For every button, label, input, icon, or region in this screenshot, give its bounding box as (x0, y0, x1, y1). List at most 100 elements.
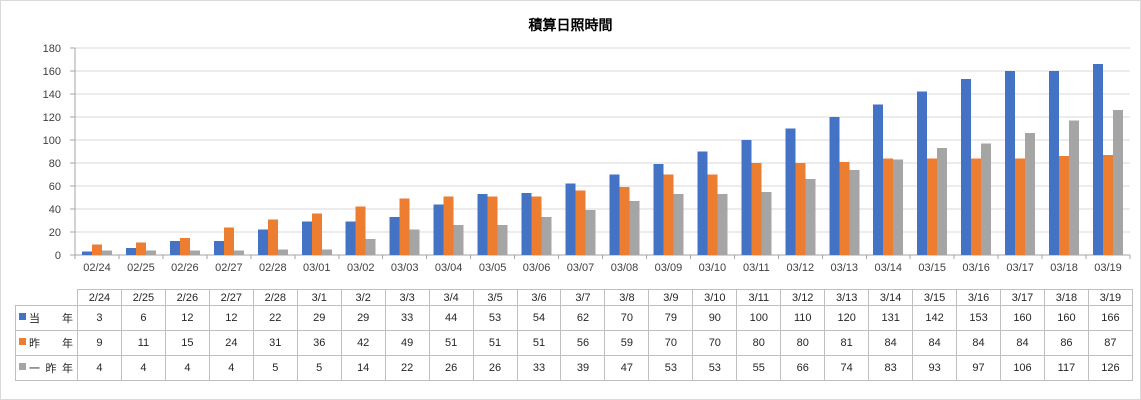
column-header: 3/16 (956, 289, 1002, 306)
table-cell: 83 (868, 355, 914, 381)
table-cell: 126 (1087, 355, 1133, 381)
table-cell: 86 (1043, 330, 1089, 356)
table-cell: 33 (516, 355, 562, 381)
table-cell: 31 (252, 330, 298, 356)
x-axis-tick-label: 03/18 (1050, 262, 1078, 274)
bar (673, 194, 684, 255)
table-cell: 55 (736, 355, 782, 381)
bar (565, 183, 576, 255)
column-header: 3/3 (384, 289, 430, 306)
table-cell: 142 (912, 305, 958, 331)
bar (1025, 133, 1036, 255)
bar (365, 238, 376, 255)
bar (409, 229, 420, 255)
x-axis-tick-label: 03/15 (918, 262, 946, 274)
column-header: 3/1 (296, 289, 342, 306)
bar (301, 221, 312, 255)
table-cell: 4 (120, 355, 166, 381)
table-cell: 15 (164, 330, 210, 356)
table-cell: 117 (1043, 355, 1089, 381)
table-cell: 74 (824, 355, 870, 381)
table-cell: 26 (428, 355, 474, 381)
column-header: 3/14 (868, 289, 914, 306)
x-axis-tick-label: 03/11 (743, 262, 770, 274)
x-axis-tick-label: 02/28 (259, 262, 287, 274)
series-name: 当 年 (29, 313, 73, 325)
bar (927, 158, 938, 255)
y-axis-tick-label: 60 (49, 181, 61, 193)
y-axis-tick-label: 80 (49, 158, 61, 170)
bar (433, 204, 444, 255)
x-axis-tick-label: 03/13 (831, 262, 859, 274)
bar (575, 190, 586, 255)
table-cell: 56 (560, 330, 606, 356)
table-cell: 5 (252, 355, 298, 381)
bar (785, 128, 796, 255)
column-header: 2/28 (252, 289, 298, 306)
series-name: 昨 年 (29, 338, 73, 350)
column-header: 3/11 (736, 289, 782, 306)
table-cell: 93 (912, 355, 958, 381)
bar (145, 250, 156, 255)
table-cell: 51 (428, 330, 474, 356)
bar (805, 179, 816, 255)
bar (751, 163, 762, 255)
x-axis-tick-label: 03/01 (303, 262, 331, 274)
bar (697, 151, 708, 255)
x-axis-tick-label: 03/16 (962, 262, 990, 274)
column-header: 3/9 (648, 289, 694, 306)
table-cell: 70 (692, 330, 738, 356)
y-axis-tick-label: 140 (43, 89, 61, 101)
column-header: 3/18 (1043, 289, 1089, 306)
bar (717, 194, 728, 255)
table-cell: 87 (1087, 330, 1133, 356)
bar (1059, 156, 1070, 255)
table-cell: 80 (780, 330, 826, 356)
y-axis-tick-label: 20 (49, 227, 61, 239)
table-cell: 53 (472, 305, 518, 331)
table-cell: 14 (340, 355, 386, 381)
bar (873, 104, 884, 255)
table-cell: 90 (692, 305, 738, 331)
bar (619, 187, 630, 255)
table-cell: 100 (736, 305, 782, 331)
x-axis-tick-label: 03/07 (567, 262, 595, 274)
x-axis-tick-label: 03/03 (391, 262, 419, 274)
bar (487, 196, 498, 255)
column-header: 3/5 (472, 289, 518, 306)
table-cell: 12 (164, 305, 210, 331)
column-header: 3/17 (1000, 289, 1045, 306)
table-cell: 84 (868, 330, 914, 356)
bar (795, 163, 806, 255)
table-cell: 51 (516, 330, 562, 356)
table-cell: 5 (296, 355, 342, 381)
table-cell: 79 (648, 305, 694, 331)
table-cell: 59 (604, 330, 650, 356)
table-cell: 9 (77, 330, 122, 356)
column-header: 3/19 (1087, 289, 1133, 306)
table-cell: 39 (560, 355, 606, 381)
bar (277, 249, 288, 255)
table-cell: 26 (472, 355, 518, 381)
bar (443, 196, 454, 255)
y-axis-tick-label: 100 (43, 135, 61, 147)
table-cell: 11 (120, 330, 166, 356)
bar (839, 161, 850, 255)
bar (531, 196, 542, 255)
x-axis-tick-label: 03/06 (523, 262, 551, 274)
table-cell: 70 (648, 330, 694, 356)
table-corner-cell (15, 289, 78, 306)
table-cell: 120 (824, 305, 870, 331)
column-header: 3/2 (340, 289, 386, 306)
bar (257, 229, 268, 255)
bar (1103, 154, 1114, 255)
column-header: 2/26 (164, 289, 210, 306)
y-axis-tick-label: 180 (43, 43, 61, 55)
column-header: 3/10 (692, 289, 738, 306)
bar (477, 194, 488, 255)
table-cell: 47 (604, 355, 650, 381)
legend-key-icon (19, 312, 26, 320)
table-cell: 4 (164, 355, 210, 381)
row-label: 当 年 (15, 305, 78, 331)
